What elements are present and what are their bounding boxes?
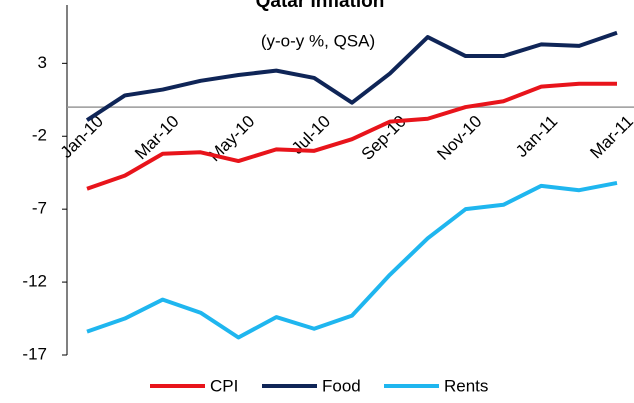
chart-subtitle: (y-o-y %, QSA) (261, 31, 375, 50)
y-tick-label: -12 (22, 272, 47, 291)
x-tick-label: Nov-10 (433, 112, 485, 164)
y-tick-label: -7 (32, 199, 47, 218)
series-line (86, 81, 617, 191)
chart-title: Qatar Inflation (256, 0, 385, 12)
series-line (86, 180, 618, 340)
y-tick-label: -2 (32, 126, 47, 145)
y-tick-label: 3 (38, 53, 47, 72)
legend-label: CPI (210, 376, 238, 395)
y-tick-label: -17 (22, 344, 47, 363)
x-tick-label: Mar-11 (586, 112, 634, 163)
series-line (85, 30, 618, 122)
x-tick-label: Jan-11 (512, 112, 561, 161)
legend-label: Food (322, 376, 361, 395)
legend-label: Rents (444, 376, 488, 395)
